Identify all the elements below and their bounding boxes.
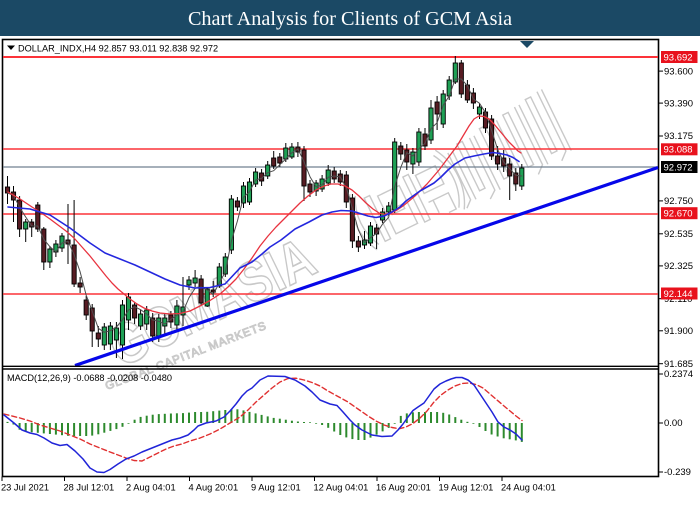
svg-text:93.390: 93.390 <box>664 98 693 109</box>
svg-text:23 Jul 2021: 23 Jul 2021 <box>1 483 49 493</box>
svg-text:16 Aug 20:01: 16 Aug 20:01 <box>376 483 431 493</box>
svg-text:24 Aug 04:01: 24 Aug 04:01 <box>501 483 556 493</box>
svg-text:0.00: 0.00 <box>664 418 683 429</box>
svg-text:28 Jul 12:01: 28 Jul 12:01 <box>64 483 115 493</box>
svg-text:92.325: 92.325 <box>664 261 693 272</box>
svg-text:19 Aug 12:01: 19 Aug 12:01 <box>439 483 494 493</box>
svg-text:93.175: 93.175 <box>664 131 693 142</box>
svg-text:0.2374: 0.2374 <box>664 369 693 380</box>
svg-text:MACD(12,26,9) -0.0688 -0.0208: MACD(12,26,9) -0.0688 -0.0208 -0.0480 <box>7 373 172 383</box>
svg-text:92.670: 92.670 <box>664 209 693 220</box>
svg-text:93.088: 93.088 <box>664 145 693 156</box>
svg-text:92.750: 92.750 <box>664 196 693 207</box>
svg-text:2 Aug 04:01: 2 Aug 04:01 <box>126 483 176 493</box>
svg-text:9 Aug 12:01: 9 Aug 12:01 <box>251 483 301 493</box>
svg-text:92.535: 92.535 <box>664 229 693 240</box>
svg-text:91.685: 91.685 <box>664 359 693 370</box>
svg-text:92.144: 92.144 <box>664 289 693 300</box>
svg-text:93.692: 93.692 <box>664 52 693 63</box>
svg-text:12 Aug 04:01: 12 Aug 04:01 <box>314 483 369 493</box>
svg-text:Chart Analysis for Clients of: Chart Analysis for Clients of GCM Asia <box>188 8 512 30</box>
svg-text:DOLLAR_INDX,H4 92.857 93.011: DOLLAR_INDX,H4 92.857 93.011 92.838 92.9… <box>18 44 218 54</box>
svg-text:93.600: 93.600 <box>664 66 693 77</box>
svg-text:4 Aug 20:01: 4 Aug 20:01 <box>189 483 239 493</box>
svg-text:-0.239: -0.239 <box>664 467 691 478</box>
svg-text:92.972: 92.972 <box>664 162 693 173</box>
svg-text:91.900: 91.900 <box>664 326 693 337</box>
